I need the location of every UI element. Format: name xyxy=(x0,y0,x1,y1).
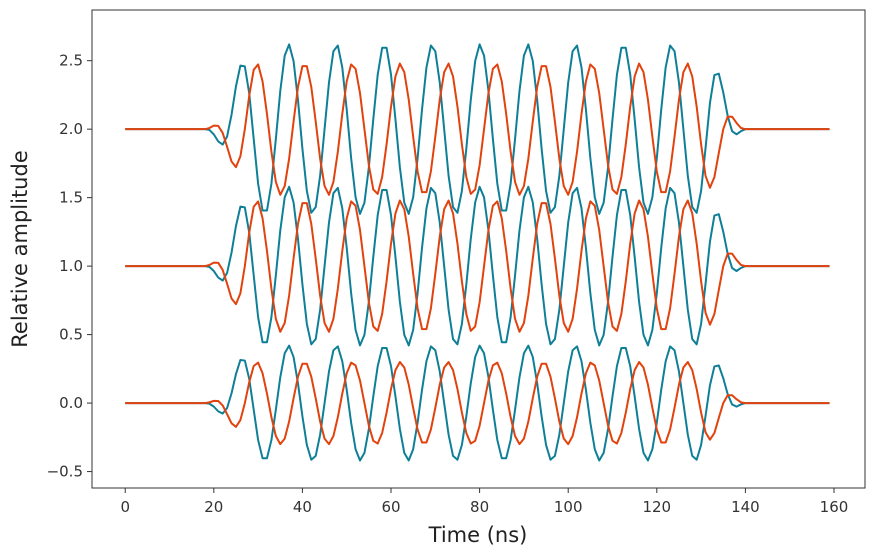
x-tick-label: 160 xyxy=(820,498,849,516)
y-axis-ticks: −0.5 0.0 0.5 1.0 1.5 2.0 2.5 xyxy=(47,52,92,481)
x-tick-label: 20 xyxy=(204,498,223,516)
y-tick-label: 0.0 xyxy=(59,394,83,412)
y-axis-label: Relative amplitude xyxy=(8,150,32,347)
y-tick-label: 2.5 xyxy=(59,52,83,70)
y-tick-label: 1.5 xyxy=(59,189,83,207)
teal-series-line xyxy=(125,185,830,347)
x-axis-label: Time (ns) xyxy=(428,523,528,547)
orange-series-line xyxy=(125,199,830,333)
y-tick-label: 1.0 xyxy=(59,257,83,275)
x-tick-label: 0 xyxy=(120,498,130,516)
series-layer xyxy=(125,43,830,462)
x-tick-label: 140 xyxy=(731,498,760,516)
x-tick-label: 60 xyxy=(381,498,400,516)
orange-series-line xyxy=(125,62,830,196)
x-tick-label: 40 xyxy=(293,498,312,516)
teal-series-line xyxy=(125,344,830,462)
orange-series-line xyxy=(125,361,830,446)
x-tick-label: 100 xyxy=(554,498,583,516)
teal-series-line xyxy=(125,43,830,215)
x-tick-label: 120 xyxy=(642,498,671,516)
x-tick-label: 80 xyxy=(470,498,489,516)
y-tick-label: −0.5 xyxy=(47,463,83,481)
y-tick-label: 2.0 xyxy=(59,120,83,138)
y-tick-label: 0.5 xyxy=(59,326,83,344)
x-axis-ticks: 0 20 40 60 80 100 120 140 160 xyxy=(120,488,848,516)
plot-area xyxy=(91,9,866,489)
